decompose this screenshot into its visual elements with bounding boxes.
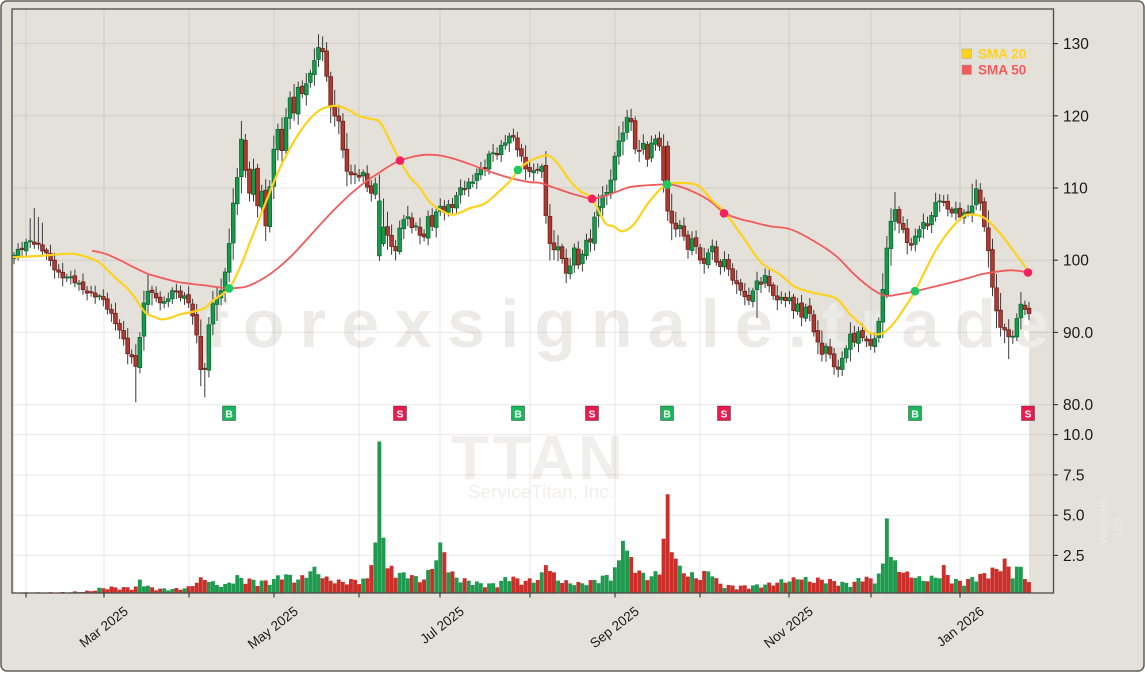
svg-text:SMA 50: SMA 50 (978, 63, 1026, 78)
svg-text:S: S (1024, 409, 1031, 421)
svg-text:120: 120 (1063, 108, 1089, 125)
svg-text:SMA 20: SMA 20 (978, 47, 1026, 62)
svg-text:ServiceTitan, Inc.: ServiceTitan, Inc. (468, 481, 614, 502)
svg-text:130: 130 (1063, 36, 1089, 53)
svg-text:forexsignale.trade: forexsignale.trade (205, 286, 1049, 362)
svg-text:100: 100 (1063, 253, 1089, 270)
svg-text:B: B (911, 409, 919, 421)
svg-text:2.5: 2.5 (1063, 548, 1085, 565)
svg-text:5.0: 5.0 (1063, 508, 1085, 525)
svg-text:10.0: 10.0 (1063, 427, 1094, 444)
svg-text:S: S (720, 409, 727, 421)
svg-text:S: S (396, 409, 403, 421)
svg-text:90.0: 90.0 (1063, 325, 1094, 342)
svg-text:80.0: 80.0 (1063, 397, 1094, 414)
svg-text:S: S (588, 409, 595, 421)
svg-text:B: B (225, 409, 233, 421)
svg-text:7.5: 7.5 (1063, 467, 1085, 484)
svg-text:1e6: 1e6 (1110, 518, 1124, 538)
svg-text:Volumen: Volumen (1096, 498, 1110, 545)
svg-text:B: B (514, 409, 522, 421)
svg-text:B: B (663, 409, 671, 421)
svg-text:TTAN: TTAN (451, 424, 623, 493)
svg-text:110: 110 (1063, 181, 1088, 198)
